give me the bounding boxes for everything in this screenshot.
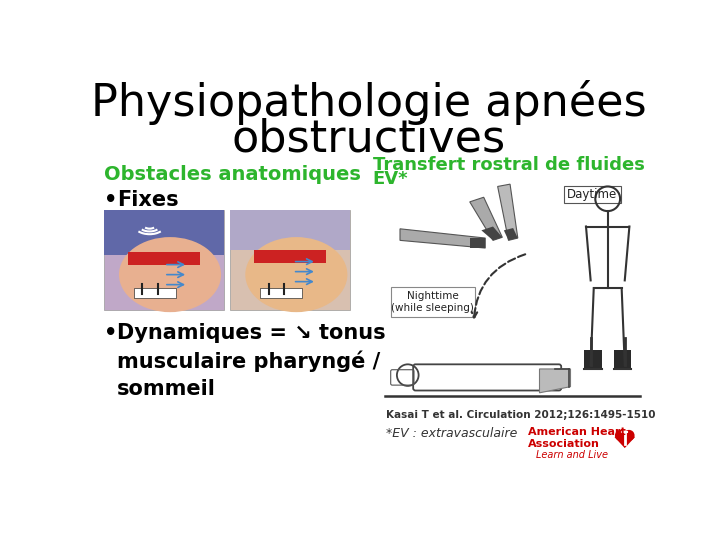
Polygon shape <box>482 226 503 240</box>
FancyBboxPatch shape <box>128 252 200 265</box>
Polygon shape <box>400 229 485 248</box>
Polygon shape <box>498 184 518 240</box>
Text: Physiopathologie apnées: Physiopathologie apnées <box>91 80 647 125</box>
Text: Nighttime
(while sleeping): Nighttime (while sleeping) <box>391 291 474 313</box>
Circle shape <box>624 430 634 441</box>
Polygon shape <box>469 238 485 248</box>
FancyBboxPatch shape <box>104 210 224 309</box>
Text: •: • <box>104 323 117 343</box>
Polygon shape <box>539 369 570 393</box>
FancyBboxPatch shape <box>134 288 176 298</box>
Text: Kasai T et al. Circulation 2012;126:1495-1510: Kasai T et al. Circulation 2012;126:1495… <box>386 410 655 420</box>
FancyBboxPatch shape <box>254 249 326 262</box>
Text: Daytime: Daytime <box>567 188 617 201</box>
Text: American Heart
Association: American Heart Association <box>528 427 626 449</box>
FancyBboxPatch shape <box>614 350 631 369</box>
FancyBboxPatch shape <box>585 350 601 369</box>
Text: Dynamiques = ↘ tonus
musculaire pharyngé /
sommeil: Dynamiques = ↘ tonus musculaire pharyngé… <box>117 323 386 399</box>
Polygon shape <box>504 228 518 240</box>
Text: *EV : extravasculaire: *EV : extravasculaire <box>386 427 518 440</box>
FancyBboxPatch shape <box>230 210 351 249</box>
Circle shape <box>615 430 626 441</box>
Polygon shape <box>615 430 635 448</box>
FancyBboxPatch shape <box>261 288 302 298</box>
Ellipse shape <box>119 237 221 312</box>
FancyBboxPatch shape <box>391 287 475 318</box>
Text: Fixes: Fixes <box>117 190 179 210</box>
Text: obstructives: obstructives <box>232 117 506 160</box>
Text: •: • <box>104 190 117 210</box>
Ellipse shape <box>246 237 347 312</box>
Text: Transfert rostral de fluides: Transfert rostral de fluides <box>373 156 644 174</box>
Text: Learn and Live: Learn and Live <box>536 450 608 460</box>
Text: Obstacles anatomiques: Obstacles anatomiques <box>104 165 361 184</box>
FancyBboxPatch shape <box>104 210 224 254</box>
FancyBboxPatch shape <box>564 186 621 202</box>
Text: EV*: EV* <box>373 170 408 188</box>
Polygon shape <box>469 197 503 240</box>
FancyBboxPatch shape <box>230 210 351 309</box>
